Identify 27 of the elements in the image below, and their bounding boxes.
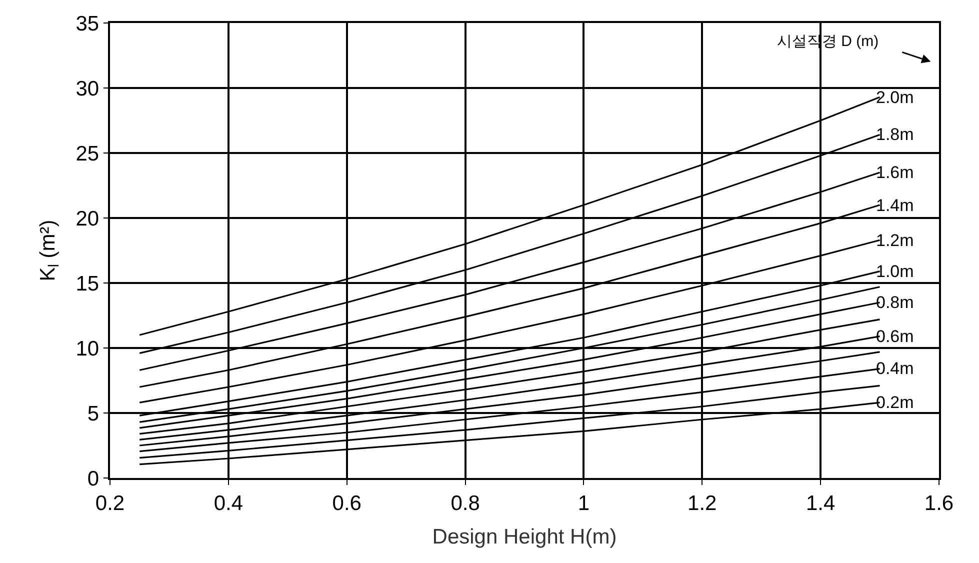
y-tick-label: 5 <box>87 402 100 426</box>
series-label: 0.8m <box>876 293 914 312</box>
y-tick-label: 10 <box>76 337 100 360</box>
x-tick-label: 0.8 <box>450 492 480 515</box>
x-tick-label: 0.2 <box>95 492 125 515</box>
series-label: 1.4m <box>876 196 914 215</box>
x-tick-label: 1.2 <box>688 492 717 515</box>
series-label: 0.6m <box>876 327 914 346</box>
y-tick-label: 0 <box>87 467 100 490</box>
x-tick-label: 0.6 <box>332 492 362 515</box>
y-tick-label: 15 <box>76 272 100 296</box>
y-tick-label: 20 <box>76 207 100 230</box>
series-label: 1.2m <box>876 231 914 250</box>
x-tick-label: 1.6 <box>924 492 954 515</box>
series-label: 1.6m <box>876 163 914 182</box>
x-tick-label: 0.4 <box>214 492 244 515</box>
y-tick-label: 35 <box>76 12 100 36</box>
series-label: 1.0m <box>876 262 914 281</box>
x-tick-label: 1 <box>578 492 590 515</box>
series-label: 2.0m <box>876 88 914 107</box>
y-tick-label: 25 <box>76 142 100 166</box>
x-tick-label: 1.4 <box>806 492 836 515</box>
x-axis-title: Design Height H(m) <box>432 526 617 549</box>
series-label: 0.4m <box>876 359 914 378</box>
y-tick-label: 30 <box>76 77 100 100</box>
series-label: 1.8m <box>876 125 914 144</box>
series-label: 0.2m <box>876 393 914 412</box>
